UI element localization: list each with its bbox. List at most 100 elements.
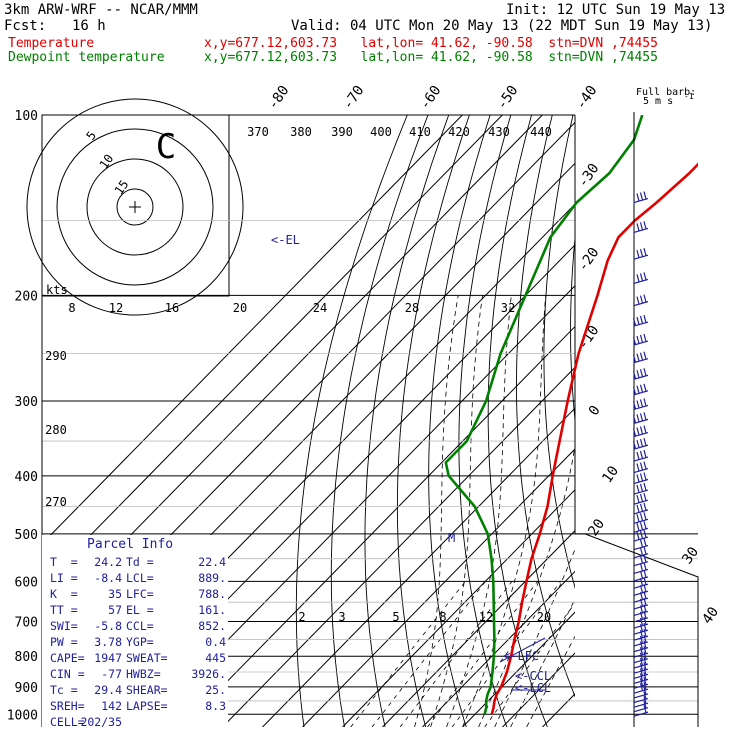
parcel-info-title: Parcel Info [87, 537, 174, 552]
parcel-value: 1947 [94, 651, 122, 665]
model-title: 3km ARW-WRF -- NCAR/MMM [4, 2, 198, 18]
wind-barb-legend-exponent: -1 [684, 92, 694, 101]
hodograph-speed-label: 8 [68, 301, 75, 315]
hodograph-ring [116, 188, 154, 226]
pressure-tick-label: 400 [15, 470, 38, 485]
parcel-key: HWBZ= [126, 667, 161, 681]
theta-label: 400 [370, 125, 392, 139]
parcel-value: 24.2 [94, 555, 122, 569]
temperature-line [490, 162, 698, 715]
parcel-value: -8.4 [94, 571, 122, 585]
mixing-ratio-label: 12 [479, 610, 493, 624]
pressure-tick-label: 800 [15, 650, 38, 665]
pressure-tick-label: 600 [15, 575, 38, 590]
theta-label: 380 [290, 125, 312, 139]
parcel-value: 445 [205, 651, 226, 665]
isotherm-label: -70 [340, 83, 368, 113]
dry-adiabat-line [295, 115, 408, 727]
dry-adiabat-line [487, 115, 548, 727]
pressure-tick-label: 100 [15, 109, 38, 124]
pressure-tick-label: 300 [15, 395, 38, 410]
parcel-key: LI = [50, 571, 78, 585]
parcel-value: 142 [101, 699, 122, 713]
hodograph-letter: C [156, 127, 176, 167]
moist-adiabat-line [462, 295, 547, 727]
wind-barb [633, 191, 649, 204]
wind-barb [632, 368, 649, 380]
parcel-value: 788. [198, 587, 226, 601]
isotherm-line [462, 611, 575, 727]
isobar-lines [41, 114, 699, 727]
parcel-info-panel: Parcel Info T = 24.2 Td = 22.4 LI = -8.4 LCL= 8… [42, 535, 228, 731]
parcel-key: SWI= [50, 619, 78, 633]
parcel-value: 3.78 [94, 635, 122, 649]
moist-adiabat-line [526, 635, 575, 727]
parcel-value: 22.4 [198, 555, 226, 569]
dewpoint-legend: Dewpoint temperature [8, 50, 165, 65]
dry-adiabat-line [516, 115, 575, 698]
pressure-tick-label: 700 [15, 615, 38, 630]
parcel-key: EL = [126, 603, 154, 617]
wind-barb [632, 437, 649, 450]
isotherm-line [382, 529, 575, 727]
moist-adiabat-line [430, 295, 483, 727]
wind-barb [633, 449, 649, 462]
profile-series [444, 115, 698, 715]
wind-barb [633, 691, 649, 704]
parcel-key: LFC= [126, 587, 154, 601]
wind-barb [633, 272, 649, 285]
dry-adiabat-lines [295, 115, 740, 727]
parcel-key: LAPSE= [126, 699, 168, 713]
parcel-key: CCL= [126, 619, 154, 633]
moist-adiabat-lines [414, 295, 575, 727]
wind-barbs: Full barb:5 m s -1 [632, 87, 696, 727]
mixing-ratio-label: 5 [392, 610, 399, 624]
parcel-key: SHEAR= [126, 683, 168, 697]
wind-barb [633, 529, 649, 542]
isotherm-line [583, 115, 740, 727]
hodograph-ring [26, 98, 244, 316]
wind-barb-legend-title: Full barb: [636, 87, 696, 98]
parcel-key: PW = [50, 635, 78, 649]
wind-barb [633, 502, 649, 515]
hodograph-speed-label: 12 [109, 301, 123, 315]
parcel-key: T = [50, 555, 78, 569]
parcel-key: LCL= [126, 571, 154, 585]
parcel-key: K = [50, 587, 78, 601]
wind-barb [632, 425, 649, 438]
moist-adiabat-line [494, 548, 575, 727]
isotherm-line [422, 570, 575, 727]
parcel-key: Td = [126, 555, 154, 569]
theta-label: 430 [488, 125, 510, 139]
isotherm-label: -40 [573, 83, 601, 113]
dry-adiabat-line [693, 115, 740, 727]
theta-label: 370 [247, 125, 269, 139]
hodograph-speed-label: 32 [501, 301, 515, 315]
mixing-ratio-line [399, 581, 513, 727]
parcel-value: -77 [101, 667, 122, 681]
lcl-label: <-LCL [515, 681, 551, 695]
m-label: M [448, 531, 455, 545]
pressure-tick-label: 200 [15, 289, 38, 304]
level-markers: <-EL <-LFC <-CCL<-LCL M [271, 233, 551, 695]
hodograph-units-label: kts [46, 283, 68, 297]
wind-barb [633, 248, 649, 260]
forecast-label: Fcst: [4, 18, 47, 34]
parcel-value: 889. [198, 571, 226, 585]
dry-adiabat-line [716, 115, 740, 727]
isotherm-label: -60 [417, 83, 445, 113]
mixing-ratio-line [350, 581, 466, 727]
hodograph-ring [56, 128, 214, 286]
isotherm-label: 20 [585, 516, 608, 539]
init-time: Init: 12 UTC Sun 19 May 13 [506, 2, 726, 18]
parcel-key: YGP= [126, 635, 154, 649]
dry-adiabat-line [670, 115, 740, 727]
wind-barb [633, 482, 649, 495]
dry-adiabat-line [646, 115, 740, 727]
parcel-value: 202/35 [80, 715, 122, 729]
wind-barb [632, 333, 649, 346]
dry-adiabat-line [396, 115, 470, 727]
isotherm-line [262, 407, 575, 727]
lfc-marker-line [499, 637, 546, 663]
